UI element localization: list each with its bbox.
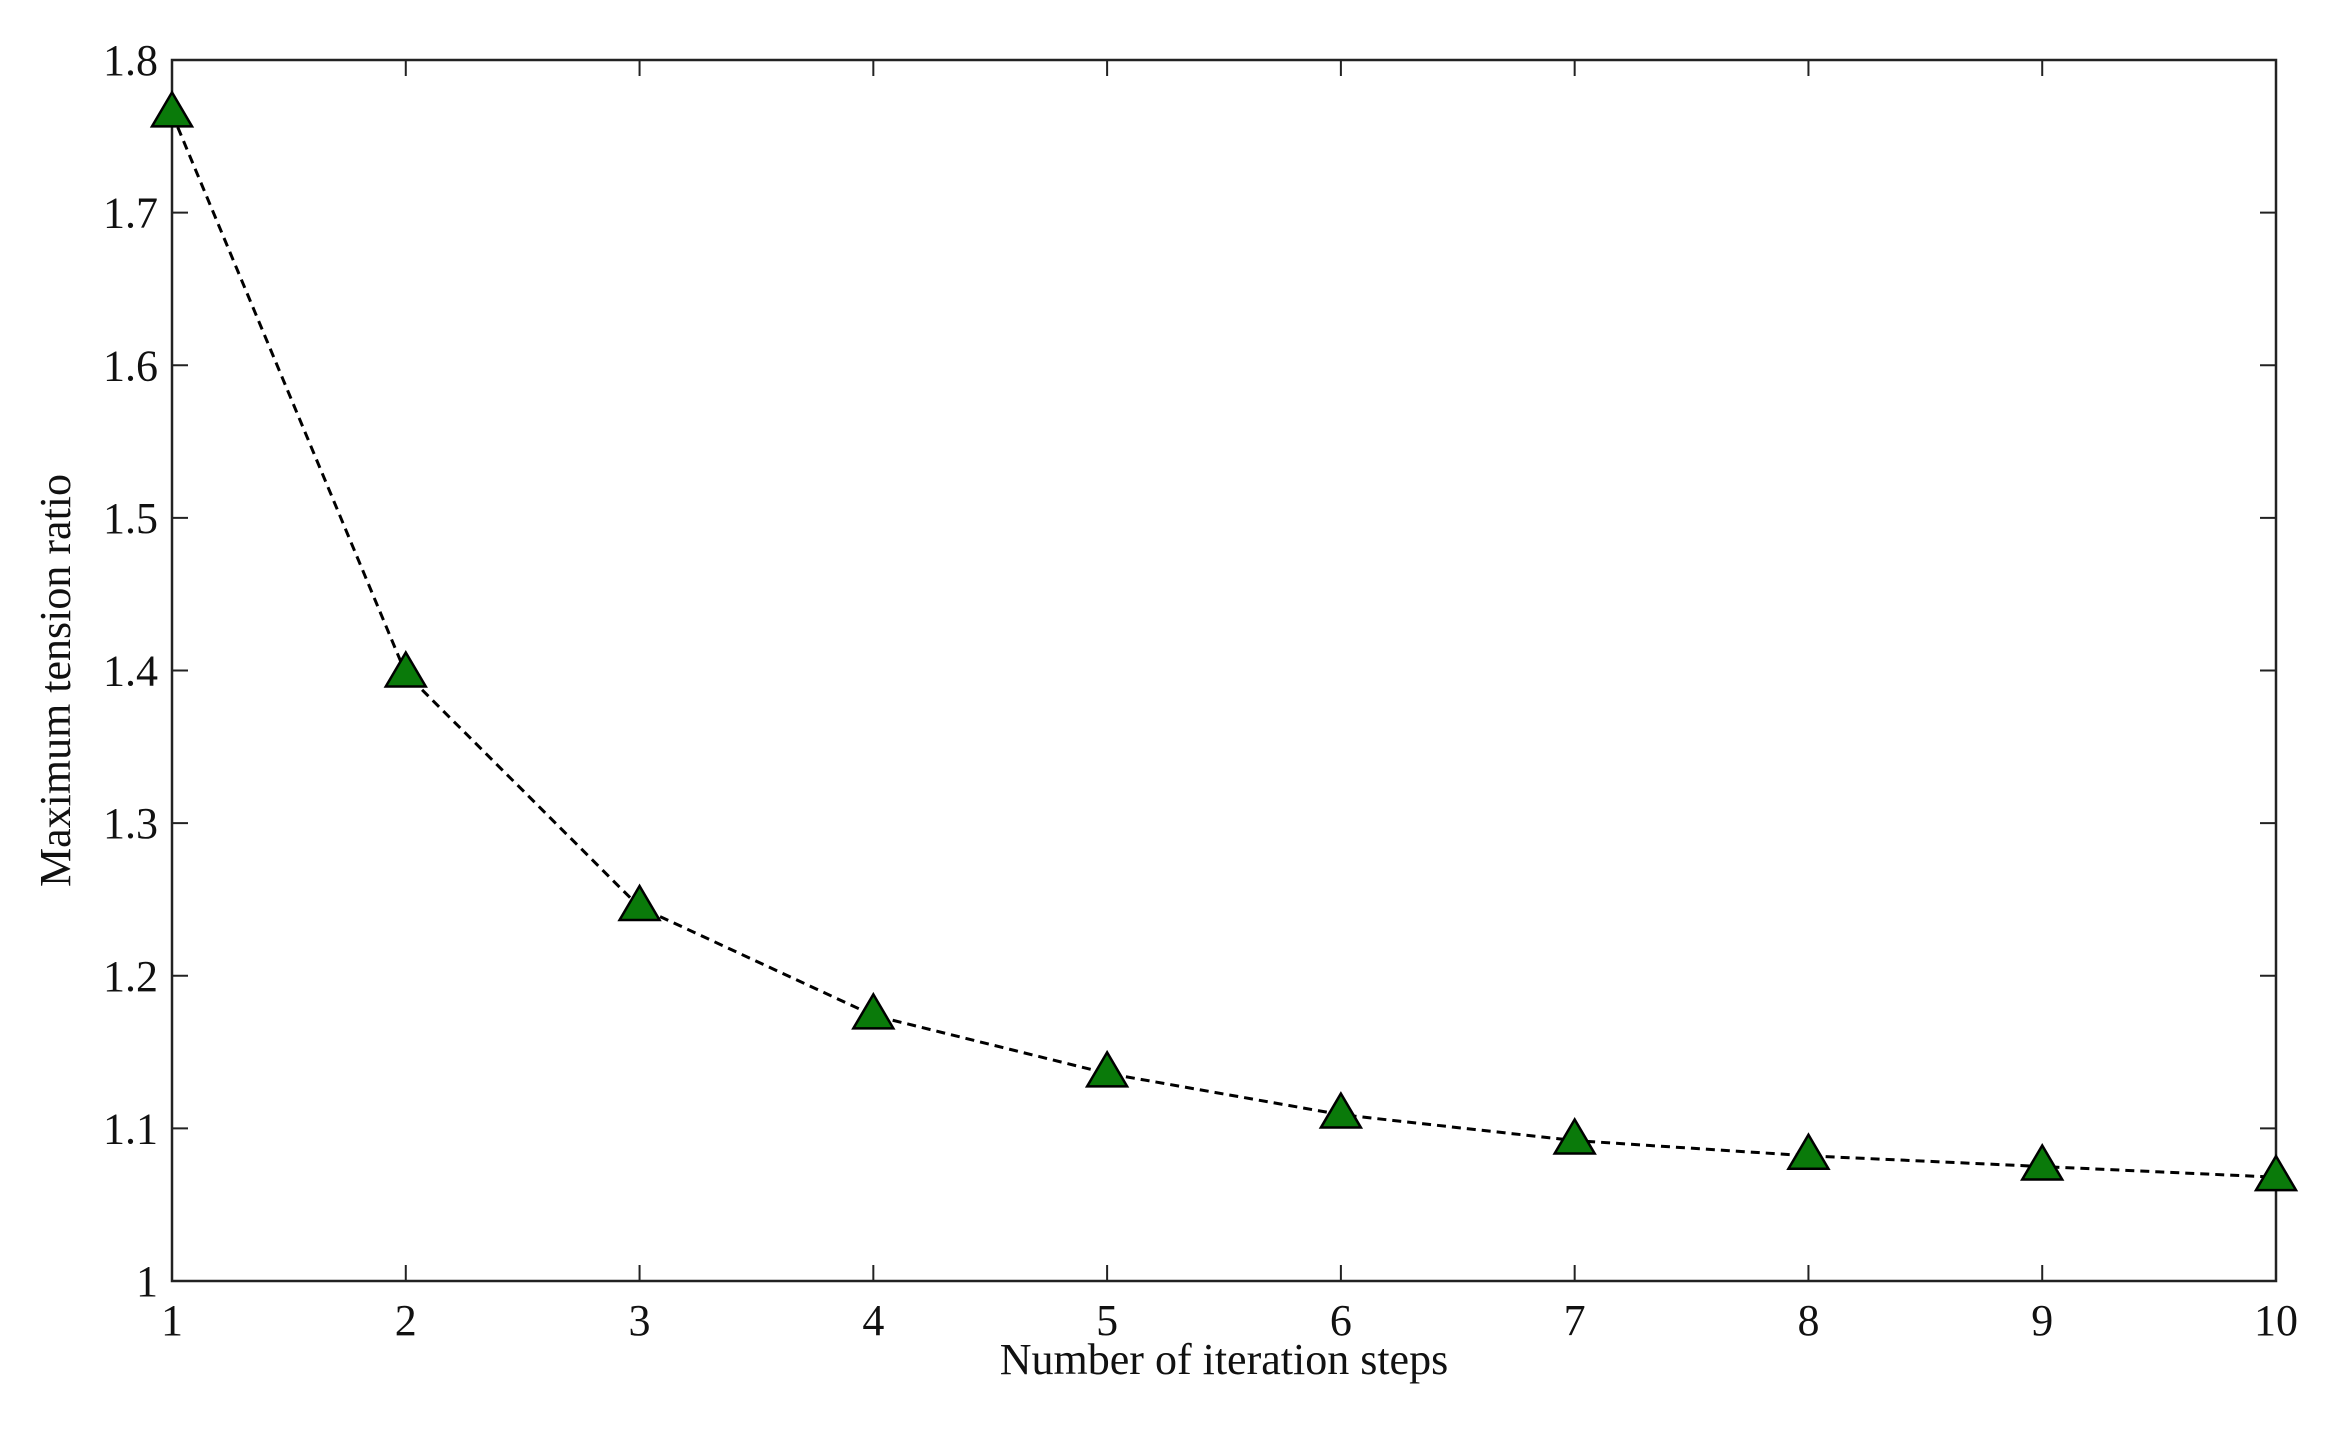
y-axis-title: Maximum tension ratio [31, 474, 80, 887]
tick-labels: 1 2 3 4 5 6 7 8 9 10 1 1.1 1.2 1.3 1.4 1.5 1.6 1.7 1.8 [103, 36, 2298, 1345]
x-tick-label: 7 [1564, 1296, 1586, 1345]
x-axis-title: Number of iteration steps [1000, 1335, 1448, 1384]
y-tick-label: 1 [136, 1257, 158, 1306]
data-point-marker [2020, 1142, 2065, 1181]
data-point-marker [617, 883, 662, 922]
x-tick-label: 10 [2254, 1296, 2298, 1345]
data-series [149, 89, 2299, 1192]
y-tick-label: 1.7 [103, 189, 158, 238]
y-tick-label: 1.5 [103, 494, 158, 543]
y-tick-label: 1.4 [103, 647, 158, 696]
x-tick-label: 8 [1797, 1296, 1819, 1345]
data-point-marker [851, 991, 896, 1030]
data-point-marker [2253, 1153, 2299, 1192]
y-tick-label: 1.8 [103, 36, 158, 85]
x-tick-label: 6 [1330, 1296, 1352, 1345]
plot-area-frame [170, 58, 2278, 1283]
x-tick-label: 2 [395, 1296, 417, 1345]
y-tick-label: 1.1 [103, 1104, 158, 1153]
x-tick-label: 3 [629, 1296, 651, 1345]
data-point-marker [1318, 1091, 1364, 1129]
x-tick-label: 5 [1096, 1296, 1118, 1345]
y-tick-label: 1.3 [103, 799, 158, 848]
data-point-marker [383, 650, 428, 688]
data-point-marker [149, 89, 195, 128]
data-point-marker [1786, 1132, 1831, 1171]
x-tick-label: 4 [862, 1296, 884, 1345]
y-tick-label: 1.6 [103, 341, 158, 390]
x-tick-label: 1 [161, 1296, 183, 1345]
series-line [170, 112, 2277, 1179]
data-point-marker [1084, 1049, 1130, 1088]
y-tick-label: 1.2 [103, 952, 158, 1001]
x-tick-label: 9 [2031, 1296, 2053, 1345]
data-point-marker [1552, 1117, 1597, 1155]
